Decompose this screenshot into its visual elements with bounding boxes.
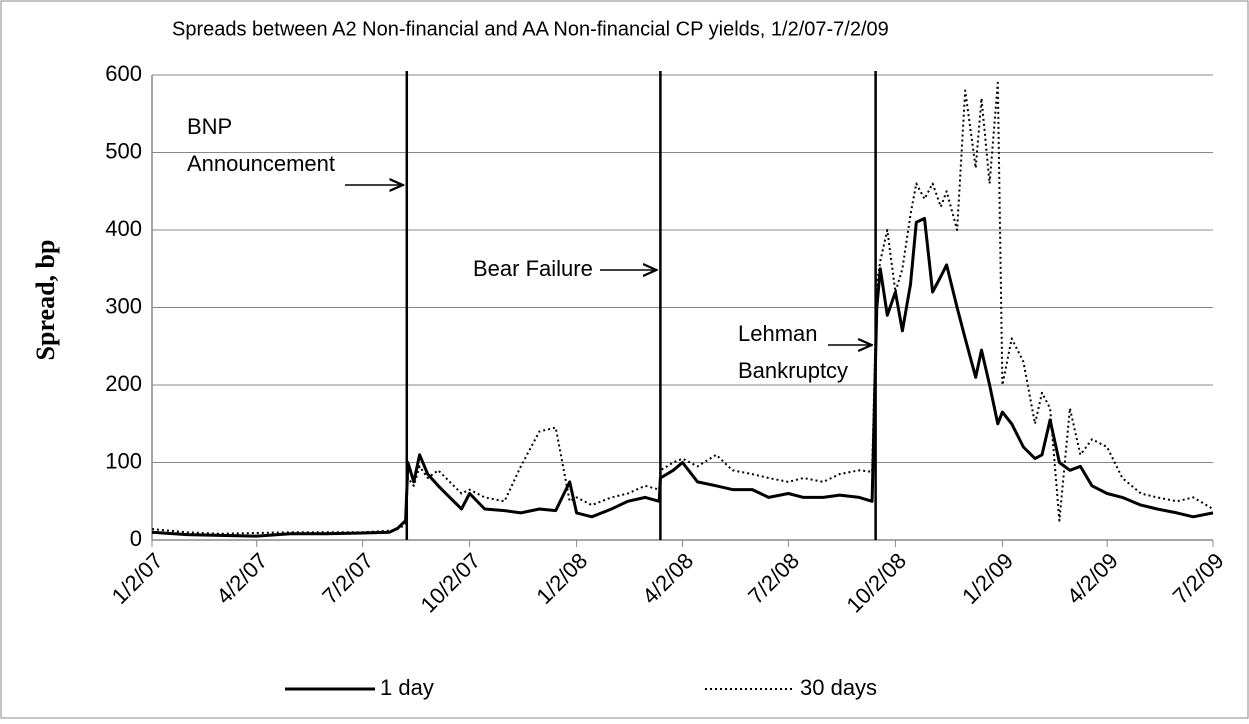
annotation: Lehman <box>738 321 818 346</box>
y-tick-label: 100 <box>105 448 142 473</box>
y-tick-label: 500 <box>105 138 142 163</box>
y-axis-label: Spread, bp <box>31 240 60 361</box>
series-line <box>151 216 1214 538</box>
y-tick-label: 300 <box>105 293 142 318</box>
y-tick-label: 600 <box>105 61 142 86</box>
legend-label: 30 days <box>800 675 877 700</box>
annotation: Announcement <box>187 151 335 176</box>
legend-label: 1 day <box>380 675 434 700</box>
annotation: Bear Failure <box>473 256 593 281</box>
y-tick-label: 400 <box>105 216 142 241</box>
series-line <box>151 81 1214 535</box>
y-tick-label: 200 <box>105 371 142 396</box>
annotation: BNP <box>187 114 232 139</box>
chart-title: Spreads between A2 Non-financial and AA … <box>172 18 889 40</box>
annotation: Bankruptcy <box>738 358 848 383</box>
y-tick-label: 0 <box>130 526 142 551</box>
